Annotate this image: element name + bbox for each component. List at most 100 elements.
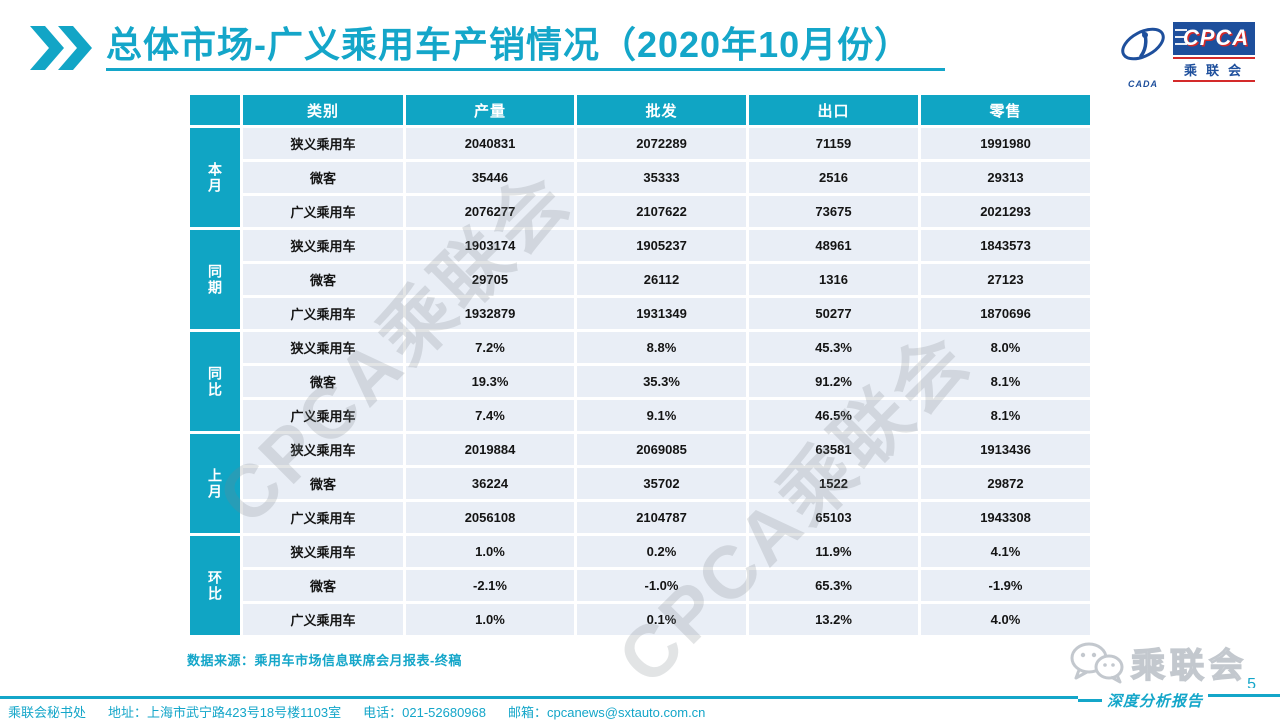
value-cell: 1943308 [921, 502, 1090, 533]
category-cell: 微客 [243, 570, 403, 601]
value-cell: 2107622 [577, 196, 746, 227]
value-cell: 2069085 [577, 434, 746, 465]
table-row: 微客 -2.1% -1.0% 65.3% -1.9% [190, 570, 1090, 601]
value-cell: 7.2% [406, 332, 574, 363]
table-row: 环比 狭义乘用车 1.0% 0.2% 11.9% 4.1% [190, 536, 1090, 635]
column-header-wholesale: 批发 [577, 95, 746, 125]
category-cell: 微客 [243, 162, 403, 193]
contact-bar: 乘联会秘书处 地址：上海市武宁路423号18号楼1103室 电话：021-526… [8, 702, 705, 720]
value-cell: 11.9% [749, 536, 918, 567]
cpca-acronym-label: CPCA [1173, 22, 1255, 55]
value-cell: 29313 [921, 162, 1090, 193]
value-cell: 1.0% [406, 604, 574, 635]
category-cell: 狭义乘用车 [243, 128, 403, 159]
row-group-label: 同比 [190, 332, 240, 431]
category-cell: 广义乘用车 [243, 196, 403, 227]
value-cell: 2019884 [406, 434, 574, 465]
org-email: 邮箱：cpcanews@sxtauto.com.cn [507, 705, 706, 720]
category-cell: 广义乘用车 [243, 400, 403, 431]
value-cell: 1522 [749, 468, 918, 499]
value-cell: 45.3% [749, 332, 918, 363]
table-row: 上月 狭义乘用车 2019884 2069085 63581 1913436 [190, 434, 1090, 533]
value-cell: 1905237 [577, 230, 746, 261]
value-cell: 2072289 [577, 128, 746, 159]
row-group-label: 上月 [190, 434, 240, 533]
table-header-row: 类别 产量 批发 出口 零售 [190, 95, 1090, 125]
category-cell: 狭义乘用车 [243, 536, 403, 567]
value-cell: 71159 [749, 128, 918, 159]
value-cell: 13.2% [749, 604, 918, 635]
wechat-badge: 乘联会 [1067, 638, 1248, 687]
category-cell: 狭义乘用车 [243, 230, 403, 261]
value-cell: 4.1% [921, 536, 1090, 567]
value-cell: 63581 [749, 434, 918, 465]
table-row: 同比 狭义乘用车 7.2% 8.8% 45.3% 8.0% [190, 332, 1090, 431]
value-cell: 8.1% [921, 400, 1090, 431]
column-header-export: 出口 [749, 95, 918, 125]
value-cell: 46.5% [749, 400, 918, 431]
value-cell: -2.1% [406, 570, 574, 601]
value-cell: 2056108 [406, 502, 574, 533]
org-name: 乘联会秘书处 [8, 705, 87, 720]
table-row: 广义乘用车 2056108 2104787 65103 1943308 [190, 502, 1090, 533]
double-chevron-icon [30, 26, 92, 70]
category-cell: 微客 [243, 264, 403, 295]
value-cell: 9.1% [577, 400, 746, 431]
cada-acronym-label: CADA [1128, 79, 1158, 89]
value-cell: 65.3% [749, 570, 918, 601]
value-cell: 29705 [406, 264, 574, 295]
category-cell: 狭义乘用车 [243, 332, 403, 363]
report-type-label: 深度分析报告 [1107, 692, 1204, 710]
cada-ellipse-icon [1121, 27, 1165, 61]
category-cell: 广义乘用车 [243, 604, 403, 635]
value-cell: 2516 [749, 162, 918, 193]
footer-divider [0, 696, 1102, 699]
value-cell: 1316 [749, 264, 918, 295]
table-section: 类别 产量 批发 出口 零售 本月 狭义乘用车 2040831 2072289 … [187, 92, 1093, 669]
value-cell: 35333 [577, 162, 746, 193]
value-cell: 8.0% [921, 332, 1090, 363]
table-row: 微客 19.3% 35.3% 91.2% 8.1% [190, 366, 1090, 397]
column-header-production: 产量 [406, 95, 574, 125]
value-cell: 0.1% [577, 604, 746, 635]
data-source-note: 数据来源：乘用车市场信息联席会月报表-终稿 [187, 653, 462, 668]
value-cell: 7.4% [406, 400, 574, 431]
value-cell: 50277 [749, 298, 918, 329]
value-cell: 8.1% [921, 366, 1090, 397]
value-cell: 4.0% [921, 604, 1090, 635]
market-table: 类别 产量 批发 出口 零售 本月 狭义乘用车 2040831 2072289 … [187, 92, 1093, 638]
slide-header: 总体市场-广义乘用车产销情况（2020年10月份） [30, 24, 946, 72]
value-cell: 2076277 [406, 196, 574, 227]
value-cell: 19.3% [406, 366, 574, 397]
value-cell: -1.0% [577, 570, 746, 601]
value-cell: 48961 [749, 230, 918, 261]
table-row: 同期 狭义乘用车 1903174 1905237 48961 1843573 [190, 230, 1090, 329]
table-row: 广义乘用车 7.4% 9.1% 46.5% 8.1% [190, 400, 1090, 431]
value-cell: 0.2% [577, 536, 746, 567]
category-cell: 微客 [243, 468, 403, 499]
cpca-wordmark: CPCA 乘联会 [1173, 22, 1255, 82]
org-phone: 电话：021-52680968 [363, 705, 486, 720]
table-corner-cell [190, 95, 240, 125]
value-cell: 8.8% [577, 332, 746, 363]
cpca-logo: CADA CPCA 乘联会 [1117, 22, 1255, 89]
table-row: 微客 29705 26112 1316 27123 [190, 264, 1090, 295]
value-cell: 1870696 [921, 298, 1090, 329]
value-cell: 1843573 [921, 230, 1090, 261]
table-row: 微客 36224 35702 1522 29872 [190, 468, 1090, 499]
value-cell: 2021293 [921, 196, 1090, 227]
value-cell: 2104787 [577, 502, 746, 533]
cpca-name-label: 乘联会 [1173, 57, 1255, 82]
value-cell: 91.2% [749, 366, 918, 397]
table-row: 本月 狭义乘用车 2040831 2072289 71159 1991980 [190, 128, 1090, 227]
table-row: 微客 35446 35333 2516 29313 [190, 162, 1090, 193]
value-cell: 1903174 [406, 230, 574, 261]
column-header-retail: 零售 [921, 95, 1090, 125]
wechat-icon [1070, 642, 1124, 683]
category-cell: 广义乘用车 [243, 502, 403, 533]
value-cell: 1932879 [406, 298, 574, 329]
decorative-line [1208, 693, 1280, 697]
row-group-label: 环比 [190, 536, 240, 635]
value-cell: 35.3% [577, 366, 746, 397]
